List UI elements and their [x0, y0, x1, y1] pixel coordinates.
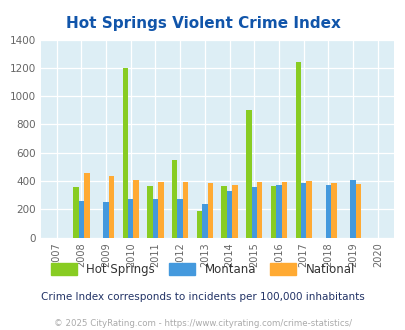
Bar: [330, 183, 336, 238]
Bar: [128, 199, 133, 238]
Text: Crime Index corresponds to incidents per 100,000 inhabitants: Crime Index corresponds to incidents per…: [41, 292, 364, 302]
Bar: [84, 173, 89, 238]
Bar: [256, 182, 262, 238]
Bar: [147, 186, 152, 238]
Bar: [350, 180, 355, 238]
Bar: [79, 201, 84, 238]
Bar: [172, 160, 177, 238]
Bar: [275, 184, 281, 238]
Bar: [281, 182, 286, 238]
Bar: [300, 183, 306, 238]
Bar: [251, 187, 256, 238]
Bar: [226, 191, 232, 238]
Bar: [306, 181, 311, 238]
Bar: [207, 183, 213, 238]
Bar: [182, 182, 188, 238]
Bar: [355, 184, 360, 238]
Bar: [133, 180, 139, 238]
Bar: [221, 186, 226, 238]
Bar: [177, 199, 182, 238]
Bar: [245, 110, 251, 238]
Bar: [158, 182, 163, 238]
Bar: [232, 184, 237, 238]
Bar: [295, 61, 300, 238]
Bar: [122, 68, 128, 238]
Text: © 2025 CityRating.com - https://www.cityrating.com/crime-statistics/: © 2025 CityRating.com - https://www.city…: [54, 319, 351, 328]
Bar: [109, 176, 114, 238]
Bar: [325, 184, 330, 238]
Bar: [270, 186, 275, 238]
Bar: [202, 204, 207, 238]
Bar: [73, 187, 79, 238]
Bar: [152, 199, 158, 238]
Text: Hot Springs Violent Crime Index: Hot Springs Violent Crime Index: [65, 16, 340, 31]
Bar: [103, 202, 109, 238]
Legend: Hot Springs, Montana, National: Hot Springs, Montana, National: [46, 258, 359, 281]
Bar: [196, 211, 202, 238]
